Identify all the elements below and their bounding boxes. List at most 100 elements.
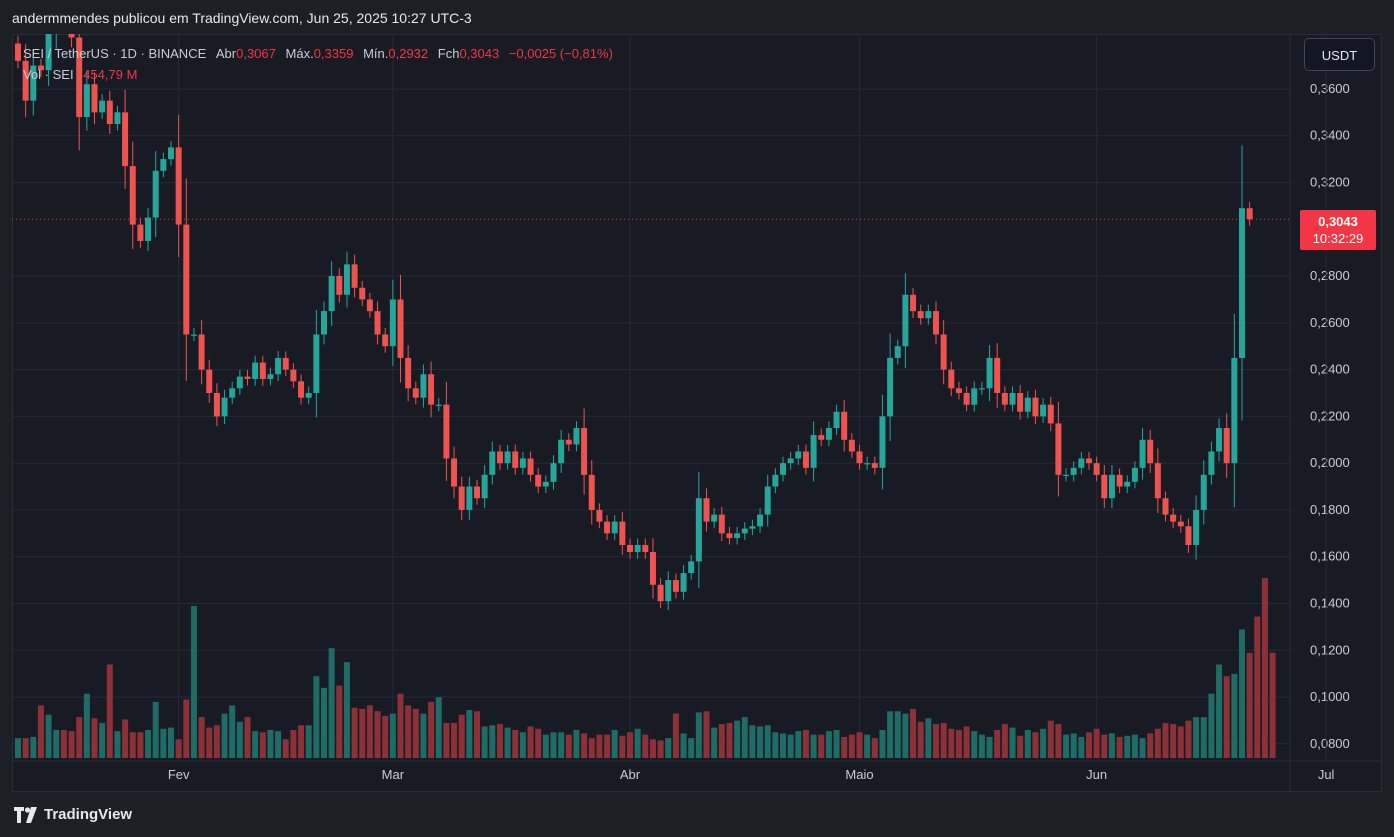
y-tick-label: 0,1600 <box>1310 549 1350 564</box>
volume-bar <box>642 734 649 758</box>
chart-panel[interactable] <box>12 34 1382 792</box>
currency-button[interactable]: USDT <box>1304 38 1375 71</box>
candle-body <box>1223 428 1230 464</box>
candle-body <box>1078 458 1085 468</box>
volume-bar <box>619 735 626 758</box>
volume-bar <box>1231 673 1238 758</box>
volume-bar <box>1101 734 1108 758</box>
candle-body <box>229 388 236 398</box>
volume-bar <box>955 729 962 758</box>
volume-bar <box>236 721 243 758</box>
candle-body <box>213 392 220 417</box>
candle-body <box>1032 397 1039 417</box>
volume-bar <box>1070 733 1077 758</box>
volume-bar <box>971 731 978 758</box>
candle-body <box>611 521 618 534</box>
price-chart[interactable]: 0,3600 0,3400 0,3200 0,2800 0,2600 0,2400 0,22… <box>12 34 1382 792</box>
candle-body <box>917 311 924 319</box>
volume-bar <box>634 728 641 758</box>
x-tick-label: Jul <box>1318 767 1335 782</box>
volume-bar <box>596 734 603 758</box>
volume-bar <box>328 648 335 758</box>
volume-bar <box>474 711 480 758</box>
volume-bar <box>1154 728 1161 758</box>
volume-bar <box>1017 735 1024 758</box>
last-price-value: 0,3043 <box>1318 214 1358 229</box>
candle-body <box>1246 208 1253 220</box>
symbol-label[interactable]: SEI / TetherUS · 1D · BINANCE <box>23 46 207 61</box>
candle-body <box>573 428 580 445</box>
volume-bar <box>305 725 312 758</box>
candle-body <box>672 580 679 592</box>
candle-body <box>190 334 197 336</box>
candle-body <box>963 392 970 405</box>
volume-bar <box>833 729 840 758</box>
candle-body <box>519 458 526 468</box>
candle-body <box>114 112 121 125</box>
candle-body <box>359 287 366 300</box>
low-value: 0,2932 <box>388 46 429 61</box>
publisher-bar: andermmendes publicou em TradingView.com… <box>0 0 1394 34</box>
x-tick-label: Abr <box>620 767 641 782</box>
volume-bar <box>680 733 687 758</box>
candle-body <box>634 545 641 553</box>
volume-bar <box>902 713 909 758</box>
volume-bar <box>718 724 725 758</box>
volume-bar <box>519 732 526 758</box>
tradingview-footer[interactable]: TradingView <box>14 806 132 823</box>
volume-bar <box>321 687 327 758</box>
volume-bar <box>986 736 993 758</box>
volume-bar <box>757 726 764 758</box>
volume-bar <box>581 733 588 758</box>
candle-body <box>1009 392 1016 405</box>
volume-bar <box>672 713 679 758</box>
candle-body <box>596 509 603 522</box>
candle-body <box>129 166 136 225</box>
volume-bar <box>1040 728 1047 758</box>
volume-bar <box>267 729 274 758</box>
candle-body <box>948 369 955 389</box>
volume-bar <box>206 727 213 758</box>
candle-body <box>435 404 442 406</box>
candle-body <box>22 60 29 101</box>
volume-bar <box>627 732 633 758</box>
volume-bar <box>313 676 320 758</box>
volume-bar <box>1261 578 1268 758</box>
volume-bar <box>841 736 848 758</box>
y-tick-label: 0,2000 <box>1310 455 1350 470</box>
y-tick-label: 0,0800 <box>1310 736 1350 751</box>
candle-body <box>236 376 243 389</box>
y-tick-label: 0,3600 <box>1310 81 1350 96</box>
candle-body <box>328 276 335 312</box>
candle-body <box>259 362 266 379</box>
volume-bar <box>496 724 503 758</box>
volume-bar <box>1032 732 1039 758</box>
candle-body <box>76 37 83 118</box>
volume-bar <box>405 705 412 758</box>
candle-body <box>343 264 350 295</box>
candle-body <box>642 545 649 553</box>
volume-bar <box>37 705 44 758</box>
volume-bar <box>412 708 419 758</box>
candle-body <box>351 264 358 288</box>
candle-body <box>726 533 733 538</box>
volume-bar <box>665 738 672 758</box>
volume-label[interactable]: Vol · SEI <box>23 67 74 82</box>
candle-body <box>45 34 52 71</box>
volume-legend-row: Vol · SEI 454,79 M <box>23 66 613 87</box>
candle-body <box>458 486 465 510</box>
candle-body <box>1139 439 1146 468</box>
volume-bar <box>397 693 404 758</box>
candle-body <box>267 374 274 379</box>
volume-bar <box>1001 724 1008 758</box>
volume-bar <box>68 731 75 758</box>
volume-bar <box>374 711 381 758</box>
change-value: −0,0025 (−0,81%) <box>508 46 613 61</box>
volume-bar <box>978 734 985 758</box>
candle-body <box>221 397 228 417</box>
tradingview-logo-icon <box>14 806 37 823</box>
candle-body <box>313 334 320 393</box>
volume-bar <box>1269 652 1276 758</box>
candle-body <box>1185 526 1192 546</box>
volume-bar <box>435 697 442 758</box>
